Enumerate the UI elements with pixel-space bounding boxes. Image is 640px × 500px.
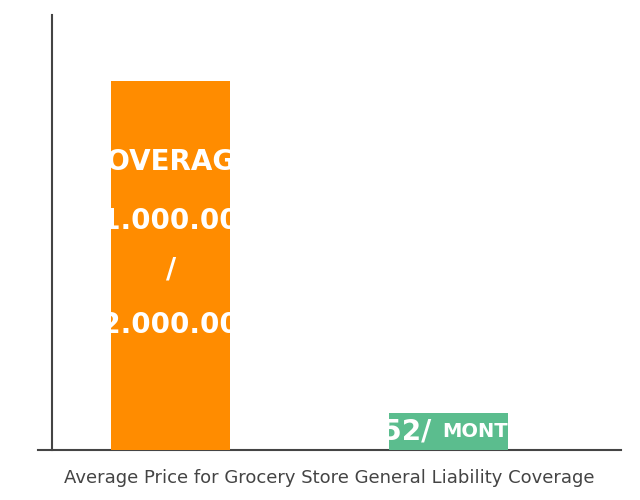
Text: COVERAGE: COVERAGE [87,148,255,176]
Bar [389,413,508,450]
Text: MONTH: MONTH [442,422,524,441]
Text: $52/: $52/ [364,418,433,446]
Text: $2.000.000: $2.000.000 [83,310,259,338]
Text: $1.000.000: $1.000.000 [83,208,259,236]
X-axis label: Average Price for Grocery Store General Liability Coverage: Average Price for Grocery Store General … [65,470,595,488]
Text: /: / [166,256,176,283]
Bar [111,82,230,450]
